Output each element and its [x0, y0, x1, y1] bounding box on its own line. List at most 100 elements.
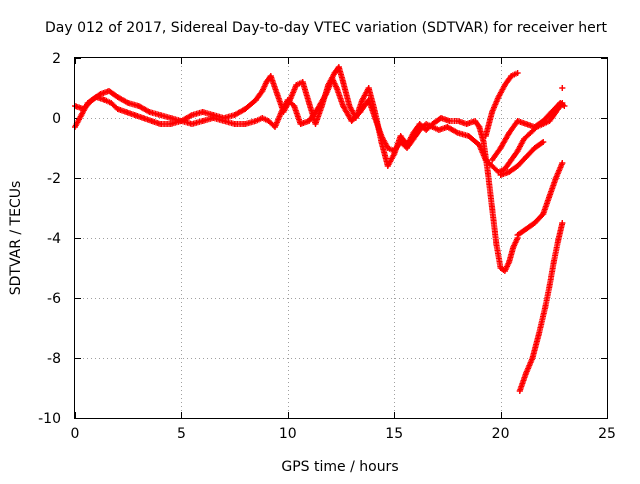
data-point [493, 241, 500, 247]
data-point [318, 103, 325, 109]
data-point [495, 94, 502, 100]
data-point [489, 205, 496, 211]
y-tick-label: 0 [52, 111, 61, 127]
data-point [497, 145, 504, 151]
data-point [559, 85, 566, 91]
data-point [472, 118, 479, 124]
data-point [306, 100, 313, 106]
data-point [199, 118, 206, 124]
data-point [148, 118, 155, 124]
data-point [535, 331, 542, 337]
data-point [506, 259, 513, 265]
data-point [438, 115, 444, 121]
data-point [378, 139, 385, 145]
series-markers [514, 160, 566, 238]
data-point [546, 193, 553, 199]
y-tick-label: 2 [52, 51, 61, 67]
data-point [423, 127, 430, 133]
y-tick-label: -2 [47, 171, 61, 187]
data-point [514, 118, 521, 124]
data-point [348, 118, 355, 124]
data-point [429, 121, 436, 127]
data-point [523, 121, 530, 127]
y-axis-title: SDTVAR / TECUs [8, 181, 24, 296]
data-point [465, 133, 472, 139]
data-point [242, 121, 249, 127]
data-point [463, 121, 470, 127]
data-point [306, 118, 313, 124]
y-tick-label: -8 [47, 351, 61, 367]
series-7 [516, 220, 566, 394]
data-point [435, 127, 442, 133]
data-point [416, 121, 423, 127]
data-point [552, 175, 559, 181]
data-point [97, 91, 104, 97]
data-point [489, 157, 496, 163]
data-point [514, 232, 521, 238]
data-point [555, 238, 562, 244]
data-point [333, 85, 340, 91]
data-point [516, 388, 523, 394]
data-point [514, 70, 521, 76]
data-point [410, 130, 417, 136]
data-point [146, 109, 153, 115]
data-point [331, 70, 338, 76]
series-4 [489, 100, 568, 163]
data-point [291, 103, 298, 109]
series-markers [516, 220, 566, 394]
data-point [221, 115, 227, 121]
data-point [299, 79, 306, 85]
data-point [280, 109, 287, 115]
series-5 [497, 139, 547, 178]
data-point [157, 121, 164, 127]
data-point [523, 370, 530, 376]
data-point [501, 268, 508, 274]
data-point [131, 112, 138, 118]
data-point [189, 112, 195, 118]
data-point [559, 220, 566, 226]
x-tick-label: 25 [598, 426, 616, 442]
data-point [352, 115, 359, 121]
data-point [510, 244, 517, 250]
x-tick-label: 15 [385, 426, 403, 442]
data-point [231, 121, 238, 127]
plot-frame [74, 57, 608, 419]
data-point [531, 124, 538, 130]
data-point [272, 124, 278, 130]
x-tick-label: 20 [492, 426, 510, 442]
data-point [210, 112, 217, 118]
data-point [167, 121, 174, 127]
data-point [359, 97, 366, 103]
data-point [125, 100, 132, 106]
data-point [340, 103, 347, 109]
data-point [546, 118, 553, 124]
data-point [135, 103, 142, 109]
data-point [482, 133, 489, 139]
data-point [455, 130, 461, 136]
data-point [78, 112, 85, 118]
chart-title: Day 012 of 2017, Sidereal Day-to-day VTE… [45, 20, 607, 36]
data-point [114, 106, 121, 112]
data-point [540, 139, 547, 145]
data-point [540, 118, 547, 124]
data-point [259, 115, 266, 121]
data-point [540, 211, 547, 217]
data-point [297, 121, 304, 127]
data-point [423, 121, 430, 127]
series-2 [72, 64, 521, 274]
data-point [252, 97, 259, 103]
series-markers [482, 70, 521, 139]
data-point [531, 145, 538, 151]
y-tick-label: -10 [38, 411, 61, 427]
data-point [114, 94, 121, 100]
data-point [557, 100, 564, 106]
data-points [72, 64, 568, 394]
data-point [508, 73, 515, 79]
x-tick-label: 10 [279, 426, 297, 442]
data-point [106, 88, 112, 94]
data-point [263, 79, 270, 85]
x-tick-label: 5 [177, 426, 186, 442]
data-point [340, 79, 347, 85]
data-point [514, 148, 521, 154]
